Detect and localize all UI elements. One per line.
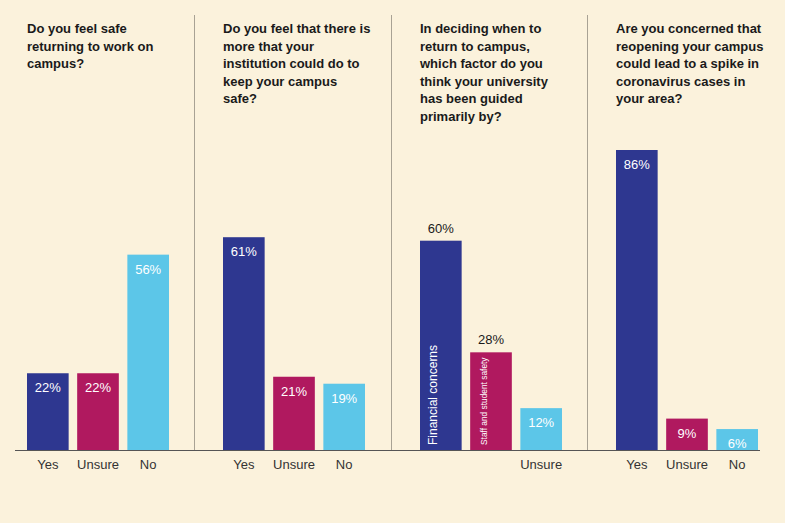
- x-axis: Yes Unsure No: [617, 451, 759, 473]
- bar: [127, 255, 169, 450]
- title-line: returning to work on: [27, 39, 153, 54]
- data-label: 21%: [281, 384, 307, 399]
- title-line: campus?: [27, 56, 84, 71]
- bar: [223, 237, 265, 450]
- bar: [666, 419, 708, 450]
- title-line: return to campus,: [420, 39, 530, 54]
- background: [0, 0, 785, 523]
- category-label: No: [729, 457, 746, 472]
- tick: Unsure: [520, 457, 562, 472]
- bars: [420, 241, 562, 450]
- tick: Unsure: [77, 457, 119, 472]
- title-line: think your university: [420, 74, 549, 89]
- bar: [77, 373, 119, 450]
- category-label: Unsure: [273, 457, 315, 472]
- data-label: 19%: [331, 391, 357, 406]
- bars: [27, 255, 169, 450]
- tick: Unsure: [666, 457, 708, 472]
- category-label: Financial concerns: [426, 345, 440, 445]
- title-line: has been guided: [420, 91, 523, 106]
- title-line: reopening your campus: [616, 39, 763, 54]
- title-line: safe?: [223, 91, 257, 106]
- bar: [616, 150, 658, 450]
- title-line: which factor do you: [419, 56, 543, 71]
- panel-divider: [587, 15, 588, 450]
- x-axis: Financial concerns Staff and student safe…: [421, 345, 563, 472]
- bar: [27, 373, 69, 450]
- panel: Do you feel that there is more that your i…: [223, 21, 370, 472]
- data-label: 22%: [35, 380, 61, 395]
- category-label: No: [140, 457, 157, 472]
- category-label: Unsure: [666, 457, 708, 472]
- tick: No: [336, 457, 353, 472]
- chart-canvas: Do you feel safe returning to work on camp…: [0, 0, 785, 523]
- bars: [616, 150, 758, 450]
- bar: [323, 384, 365, 450]
- panel: In deciding when to return to campus, whic…: [419, 21, 563, 472]
- tick: Yes: [233, 457, 255, 472]
- axis-line: [28, 450, 170, 451]
- bar: [273, 377, 315, 450]
- data-label: 28%: [478, 332, 504, 347]
- tick: No: [729, 457, 746, 472]
- data-label: 60%: [428, 221, 454, 236]
- tick: Staff and student safety: [479, 357, 489, 445]
- title-line: Do you feel safe: [27, 21, 127, 36]
- panel: Are you concerned that reopening your cam…: [616, 21, 763, 472]
- data-label: 22%: [85, 380, 111, 395]
- panel-divider: [194, 15, 195, 450]
- title-line: In deciding when to: [420, 21, 541, 36]
- tick: Unsure: [273, 457, 315, 472]
- category-label: Yes: [626, 457, 648, 472]
- category-label: Yes: [233, 457, 255, 472]
- title-line: your area?: [616, 91, 683, 106]
- panel: Do you feel safe returning to work on camp…: [27, 21, 170, 472]
- x-axis: Yes Unsure No: [224, 451, 366, 473]
- axis-line: [421, 450, 563, 451]
- data-label: 6%: [728, 436, 747, 451]
- panel-divider: [391, 15, 392, 450]
- tick: Yes: [37, 457, 59, 472]
- bar: [420, 241, 462, 450]
- panel-title: Do you feel that there is more that your i…: [223, 21, 370, 106]
- tick: Yes: [626, 457, 648, 472]
- data-label: 61%: [231, 244, 257, 259]
- category-label: Unsure: [520, 457, 562, 472]
- data-label: 86%: [624, 157, 650, 172]
- x-axis: Yes Unsure No: [28, 451, 170, 473]
- bars: [223, 237, 365, 450]
- panel-title: In deciding when to return to campus, whic…: [419, 21, 549, 124]
- category-label: Staff and student safety: [479, 357, 489, 445]
- panel-title: Are you concerned that reopening your cam…: [616, 21, 763, 106]
- bar: [470, 352, 512, 450]
- panel-title: Do you feel safe returning to work on camp…: [27, 21, 153, 71]
- title-line: Are you concerned that: [616, 21, 762, 36]
- category-label: Yes: [37, 457, 59, 472]
- title-line: keep your campus: [223, 74, 337, 89]
- baseline: [15, 450, 760, 451]
- data-label: 56%: [135, 262, 161, 277]
- title-line: coronavirus cases in: [616, 74, 745, 89]
- bar: [520, 408, 562, 450]
- data-label: 12%: [528, 415, 554, 430]
- title-line: Do you feel that there is: [223, 21, 370, 36]
- tick: No: [140, 457, 157, 472]
- title-line: primarily by?: [420, 109, 502, 124]
- category-label: No: [336, 457, 353, 472]
- title-line: more that your: [223, 39, 314, 54]
- category-label: Unsure: [77, 457, 119, 472]
- axis-line: [224, 450, 366, 451]
- title-line: could lead to a spike in: [616, 56, 759, 71]
- tick: Financial concerns: [426, 345, 440, 445]
- data-label: 9%: [678, 426, 697, 441]
- title-line: institution could do to: [223, 56, 360, 71]
